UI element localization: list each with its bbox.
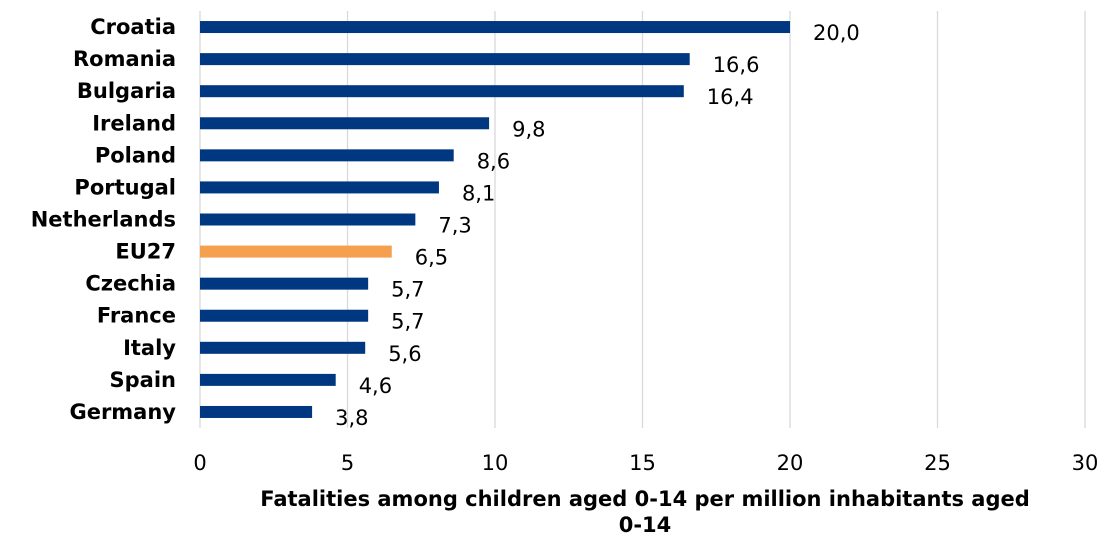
bar-romania xyxy=(200,53,690,66)
value-label-spain: 4,6 xyxy=(359,374,392,398)
value-label-netherlands: 7,3 xyxy=(438,214,471,238)
value-label-czechia: 5,7 xyxy=(391,278,424,302)
bar-france xyxy=(200,309,369,322)
category-label-netherlands: Netherlands xyxy=(31,208,176,232)
category-label-czechia: Czechia xyxy=(85,272,176,296)
category-label-eu27: EU27 xyxy=(115,240,176,264)
x-axis-title-line-2: 0-14 xyxy=(619,513,672,537)
value-label-france: 5,7 xyxy=(391,310,424,334)
bar-czechia xyxy=(200,277,369,290)
bar-germany xyxy=(200,405,313,418)
category-labels: Croatia Romania Bulgaria Ireland Poland Portu… xyxy=(31,15,177,424)
x-tick-label-5: 5 xyxy=(341,451,354,475)
value-label-portugal: 8,1 xyxy=(462,181,495,205)
x-tick-label-0: 0 xyxy=(193,451,206,475)
category-label-romania: Romania xyxy=(73,47,176,71)
category-label-ireland: Ireland xyxy=(92,111,176,135)
x-tick-label-20: 20 xyxy=(777,451,804,475)
gridlines xyxy=(199,11,1086,428)
x-axis-title-line-1: Fatalities among children aged 0-14 per … xyxy=(260,487,1030,511)
x-tick-labels: 0 5 10 15 20 25 30 xyxy=(193,451,1098,475)
category-label-spain: Spain xyxy=(110,368,176,392)
value-label-germany: 3,8 xyxy=(335,406,368,430)
bar-portugal xyxy=(200,181,439,194)
x-tick-label-25: 25 xyxy=(924,451,951,475)
value-label-croatia: 20,0 xyxy=(813,21,860,45)
bar-croatia xyxy=(200,21,790,34)
value-label-italy: 5,6 xyxy=(388,342,421,366)
bar-netherlands xyxy=(200,213,416,226)
bar-spain xyxy=(200,373,336,386)
x-tick-label-10: 10 xyxy=(482,451,509,475)
category-label-bulgaria: Bulgaria xyxy=(77,79,176,103)
value-label-eu27: 6,5 xyxy=(415,246,448,270)
value-label-bulgaria: 16,4 xyxy=(707,85,754,109)
bar-bulgaria xyxy=(200,85,684,98)
value-label-poland: 8,6 xyxy=(477,149,510,173)
value-labels: 20,0 16,6 16,4 9,88,6 8,1 7,3 6,5 5,7 5,7 5,6 4,6 3… xyxy=(335,21,860,430)
bar-poland xyxy=(200,149,454,162)
value-label-romania: 16,6 xyxy=(713,53,760,77)
bar-italy xyxy=(200,341,366,354)
category-label-portugal: Portugal xyxy=(74,175,176,199)
x-tick-label-30: 30 xyxy=(1072,451,1099,475)
category-label-italy: Italy xyxy=(123,336,176,360)
bars xyxy=(200,21,790,418)
category-label-germany: Germany xyxy=(69,400,176,424)
category-label-poland: Poland xyxy=(95,143,176,167)
category-label-france: France xyxy=(97,304,176,328)
bar-eu27 xyxy=(200,245,392,258)
x-tick-label-15: 15 xyxy=(629,451,656,475)
bar-ireland xyxy=(200,117,490,130)
value-label-ireland: 9,8 xyxy=(512,117,545,141)
category-label-croatia: Croatia xyxy=(90,15,176,39)
